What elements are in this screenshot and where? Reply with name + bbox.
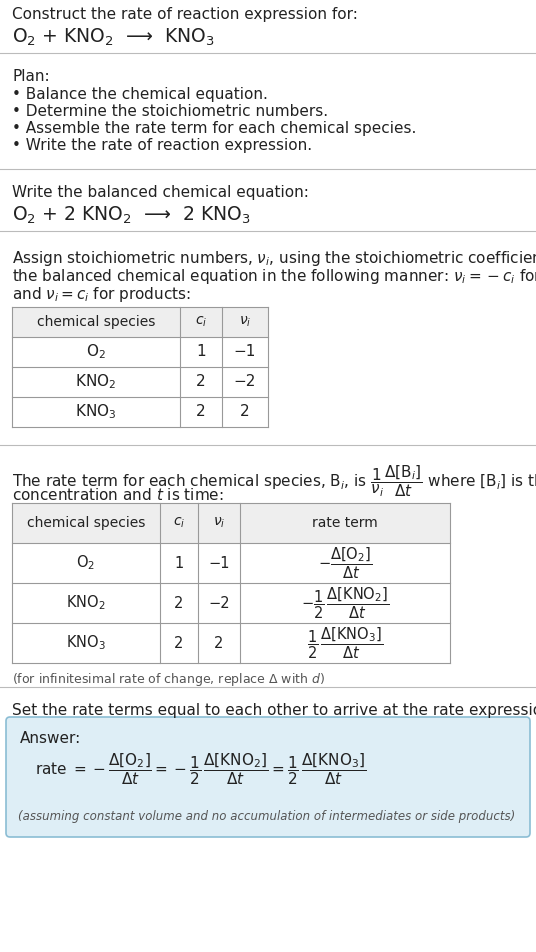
- Text: $\dfrac{1}{2}\,\dfrac{\Delta[\mathrm{KNO_3}]}{\Delta t}$: $\dfrac{1}{2}\,\dfrac{\Delta[\mathrm{KNO…: [307, 625, 383, 661]
- Text: 2: 2: [174, 596, 184, 610]
- Text: 1: 1: [174, 556, 184, 570]
- Text: KNO$_3$: KNO$_3$: [66, 634, 106, 652]
- Text: $-\dfrac{1}{2}\,\dfrac{\Delta[\mathrm{KNO_2}]}{\Delta t}$: $-\dfrac{1}{2}\,\dfrac{\Delta[\mathrm{KN…: [301, 585, 389, 621]
- Text: 2: 2: [240, 405, 250, 420]
- Text: 2: 2: [214, 636, 224, 650]
- Text: (for infinitesimal rate of change, replace Δ with $d$): (for infinitesimal rate of change, repla…: [12, 671, 325, 688]
- Text: rate $= -\dfrac{\Delta[\mathrm{O_2}]}{\Delta t} = -\dfrac{1}{2}\,\dfrac{\Delta[\: rate $= -\dfrac{\Delta[\mathrm{O_2}]}{\D…: [35, 751, 367, 786]
- Text: chemical species: chemical species: [27, 516, 145, 530]
- Bar: [12, 307, 268, 337]
- Text: rate term: rate term: [312, 516, 378, 530]
- Text: concentration and $t$ is time:: concentration and $t$ is time:: [12, 487, 224, 503]
- Text: Plan:: Plan:: [12, 69, 50, 84]
- Text: O$_2$: O$_2$: [77, 554, 95, 572]
- Text: 2: 2: [174, 636, 184, 650]
- Text: $\nu_i$: $\nu_i$: [239, 315, 251, 329]
- Text: • Balance the chemical equation.: • Balance the chemical equation.: [12, 87, 268, 102]
- Text: $\nu_i$: $\nu_i$: [213, 516, 225, 530]
- Text: O$_2$ + 2 KNO$_2$  ⟶  2 KNO$_3$: O$_2$ + 2 KNO$_2$ ⟶ 2 KNO$_3$: [12, 205, 251, 227]
- Text: KNO$_3$: KNO$_3$: [75, 403, 117, 422]
- Bar: [12, 503, 450, 543]
- Text: The rate term for each chemical species, B$_i$, is $\dfrac{1}{\nu_i}\dfrac{\Delt: The rate term for each chemical species,…: [12, 463, 536, 499]
- Text: KNO$_2$: KNO$_2$: [76, 372, 117, 391]
- Text: • Determine the stoichiometric numbers.: • Determine the stoichiometric numbers.: [12, 104, 328, 119]
- Text: Assign stoichiometric numbers, $\nu_i$, using the stoichiometric coefficients, $: Assign stoichiometric numbers, $\nu_i$, …: [12, 249, 536, 268]
- Text: Construct the rate of reaction expression for:: Construct the rate of reaction expressio…: [12, 7, 358, 22]
- Text: and $\nu_i = c_i$ for products:: and $\nu_i = c_i$ for products:: [12, 285, 191, 304]
- Text: −2: −2: [208, 596, 230, 610]
- FancyBboxPatch shape: [6, 717, 530, 837]
- Text: O$_2$: O$_2$: [86, 343, 106, 362]
- Text: −1: −1: [209, 556, 230, 570]
- Text: • Write the rate of reaction expression.: • Write the rate of reaction expression.: [12, 138, 312, 153]
- Text: 2: 2: [196, 374, 206, 389]
- Text: • Assemble the rate term for each chemical species.: • Assemble the rate term for each chemic…: [12, 121, 416, 136]
- Text: chemical species: chemical species: [37, 315, 155, 329]
- Text: −1: −1: [234, 345, 256, 360]
- Text: −2: −2: [234, 374, 256, 389]
- Text: (assuming constant volume and no accumulation of intermediates or side products): (assuming constant volume and no accumul…: [18, 810, 515, 823]
- Text: Answer:: Answer:: [20, 731, 81, 746]
- Text: O$_2$ + KNO$_2$  ⟶  KNO$_3$: O$_2$ + KNO$_2$ ⟶ KNO$_3$: [12, 27, 215, 49]
- Text: $-\dfrac{\Delta[\mathrm{O_2}]}{\Delta t}$: $-\dfrac{\Delta[\mathrm{O_2}]}{\Delta t}…: [318, 545, 372, 581]
- Text: KNO$_2$: KNO$_2$: [66, 594, 106, 612]
- Text: the balanced chemical equation in the following manner: $\nu_i = -c_i$ for react: the balanced chemical equation in the fo…: [12, 267, 536, 286]
- Text: $c_i$: $c_i$: [195, 315, 207, 329]
- Text: 2: 2: [196, 405, 206, 420]
- Text: 1: 1: [196, 345, 206, 360]
- Text: Set the rate terms equal to each other to arrive at the rate expression:: Set the rate terms equal to each other t…: [12, 703, 536, 718]
- Text: $c_i$: $c_i$: [173, 516, 185, 530]
- Text: Write the balanced chemical equation:: Write the balanced chemical equation:: [12, 185, 309, 200]
